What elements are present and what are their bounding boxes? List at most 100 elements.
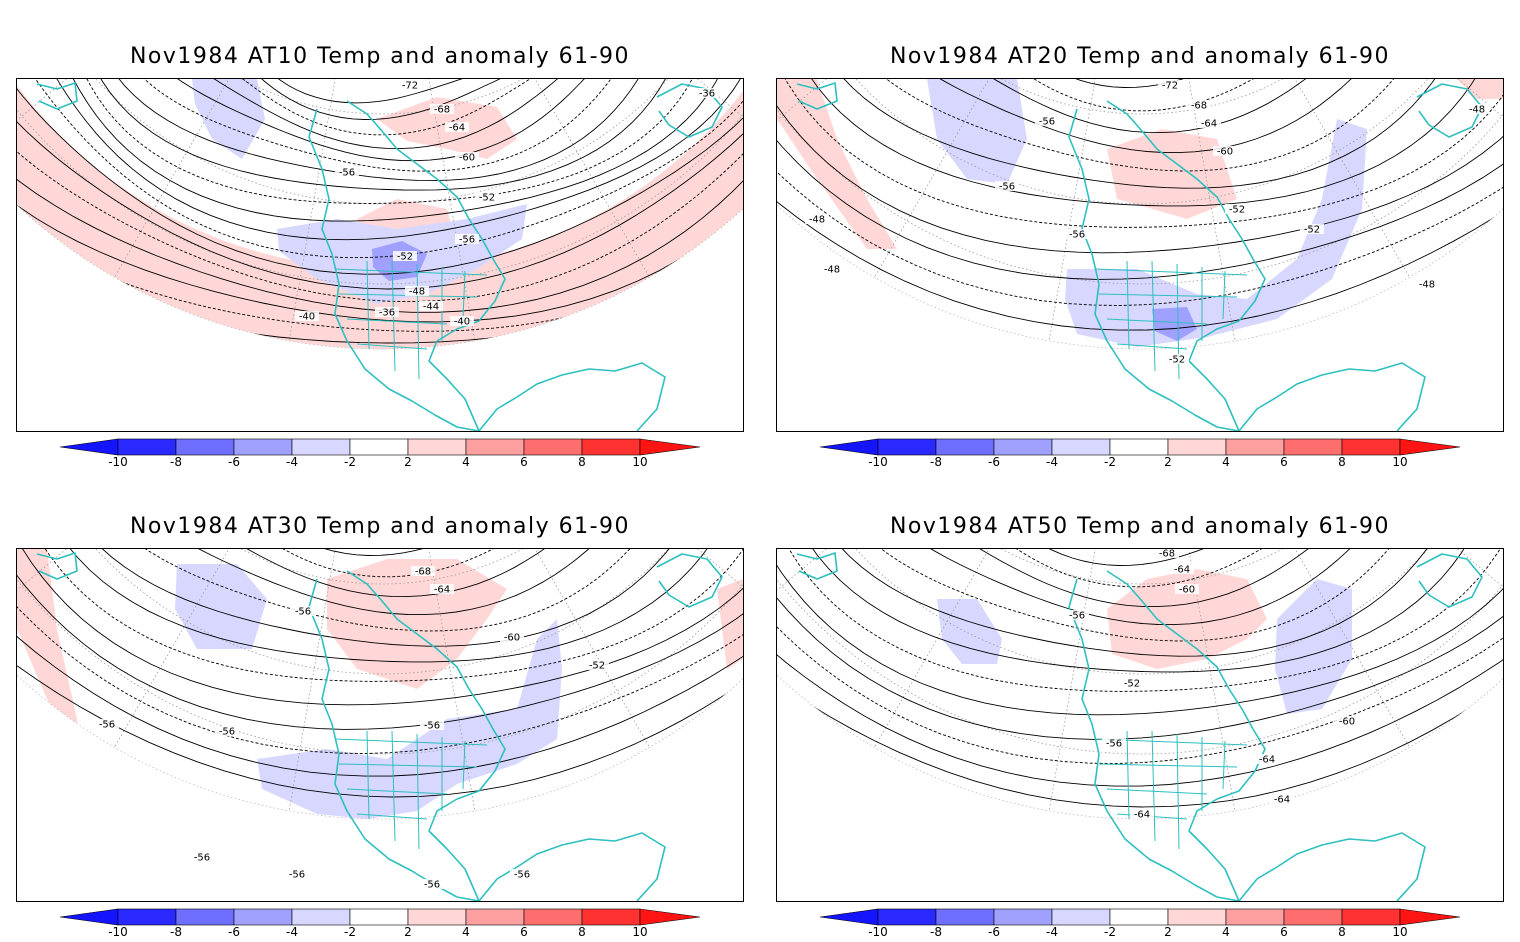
- contour-label: -52: [1169, 355, 1185, 366]
- contour-label: -56: [295, 607, 311, 618]
- panel-at20: Nov1984 AT20 Temp and anomaly 61-90 -72-…: [760, 0, 1520, 470]
- colorbar-arrow-high: [639, 908, 700, 926]
- contour-label: -56: [289, 870, 305, 881]
- colorbar-segment: [523, 438, 583, 456]
- contour-line: [777, 79, 1503, 280]
- coastline: [478, 832, 666, 901]
- state-border: [1151, 260, 1156, 372]
- colorbar-segment: [1225, 908, 1285, 926]
- contour-line: [777, 549, 1503, 764]
- contour-label-bg: [1175, 584, 1199, 594]
- contour-label-bg: [1225, 204, 1249, 214]
- colorbar-segment: [935, 438, 995, 456]
- contour-label: -60: [459, 153, 475, 164]
- contour-label: -68: [1159, 549, 1175, 560]
- contour-line: [799, 549, 1472, 657]
- contour-label-bg: [411, 566, 435, 576]
- contour-label: -36: [699, 89, 715, 100]
- warm-anomaly-area: [17, 549, 77, 749]
- contour-line: [29, 549, 743, 663]
- colorbar-arrow-low: [60, 908, 119, 926]
- contour-label: -52: [1229, 205, 1245, 216]
- colorbar-segment: [349, 438, 409, 456]
- contour-label: -60: [504, 633, 520, 644]
- contour-line: [882, 79, 1406, 134]
- map: -72 -68 -64 -60 -56 -52 -56 -52 -48 -44 -40 -40 -36 -…: [16, 78, 744, 432]
- coastline: [36, 552, 78, 580]
- colorbar-tick-label: 4: [462, 925, 470, 939]
- contour-line: [17, 79, 743, 303]
- coastline: [1068, 100, 1266, 431]
- state-border: [366, 260, 370, 350]
- colorbar-segment: [1109, 908, 1169, 926]
- cold-anomaly-core: [1152, 307, 1197, 341]
- cold-anomaly-area: [1065, 119, 1367, 347]
- state-border: [462, 740, 466, 790]
- colorbar-arrow-low: [60, 438, 119, 456]
- contour-label-bg: [215, 726, 239, 736]
- cold-anomaly-area: [257, 619, 562, 819]
- contour-label: -56: [1106, 739, 1122, 750]
- contour-label-bg: [419, 301, 443, 311]
- warm-anomaly-area: [327, 559, 507, 689]
- state-border: [391, 730, 396, 842]
- colorbar-segment: [1109, 438, 1169, 456]
- contour-label-bg: [95, 719, 119, 729]
- colorbar-tick-label: -8: [170, 455, 182, 469]
- temperature-contours: [17, 79, 743, 344]
- contour-label-bg: [190, 852, 214, 862]
- colorbar-tick-label: -2: [1104, 455, 1116, 469]
- colorbar-segment: [1341, 908, 1401, 926]
- colorbar-segment: [1051, 438, 1111, 456]
- colorbar-segment: [291, 438, 351, 456]
- contour-label: -68: [415, 567, 431, 578]
- colorbar-tick-label: 8: [578, 925, 586, 939]
- contour-label-bg: [1213, 146, 1237, 156]
- colorbar-tick-label: 10: [1392, 925, 1408, 939]
- state-border: [334, 738, 488, 746]
- contour-label: -64: [1274, 795, 1290, 806]
- contour-label-bg: [500, 632, 524, 642]
- contour-label: -64: [1174, 565, 1190, 576]
- contour-label: -56: [339, 168, 355, 179]
- contour-label-bg: [1300, 224, 1324, 234]
- colorbar-strip: [60, 908, 700, 926]
- state-border: [1222, 270, 1226, 320]
- colorbar-tick-label: 6: [520, 455, 528, 469]
- colorbar-tick-label: 2: [1164, 925, 1172, 939]
- contour-label: -36: [379, 308, 395, 319]
- contour-label-bg: [510, 869, 534, 879]
- colorbar-tick-label: -10: [868, 455, 888, 469]
- contour-label-bg: [430, 104, 454, 114]
- colorbar-tick-label: -4: [286, 925, 298, 939]
- contour-label: -48: [824, 265, 840, 276]
- contour-line: [801, 79, 1479, 189]
- contour-line: [17, 79, 743, 259]
- contour-line: [17, 549, 743, 706]
- colorbar-tick-label: -4: [286, 455, 298, 469]
- contour-label: -56: [1069, 611, 1085, 622]
- contour-label-bg: [1187, 100, 1211, 110]
- colorbar-arrow-high: [639, 438, 700, 456]
- temperature-contours: [777, 79, 1503, 349]
- contour-line: [17, 549, 743, 754]
- contour-label: -56: [424, 721, 440, 732]
- contour-label-bg: [430, 584, 454, 594]
- contour-label-bg: [1415, 279, 1439, 289]
- panel-at50: Nov1984 AT50 Temp and anomaly 61-90 -68-…: [760, 470, 1520, 940]
- graticule: [777, 79, 1503, 341]
- colorbar-segment: [233, 438, 293, 456]
- contour-label: -56: [1039, 117, 1055, 128]
- contour-line: [17, 79, 743, 344]
- contour-label-bg: [1170, 564, 1194, 574]
- state-border: [1094, 268, 1248, 276]
- colorbar-segment: [233, 908, 293, 926]
- coastline: [1238, 832, 1426, 901]
- contour-label-bg: [475, 192, 499, 202]
- contour-label-bg: [1255, 754, 1279, 764]
- colorbar-tick-label: -6: [988, 455, 1000, 469]
- coastline: [1416, 553, 1483, 608]
- colorbar-tick-label: 10: [1392, 455, 1408, 469]
- contour-line: [825, 79, 1453, 172]
- contour-label-bg: [335, 167, 359, 177]
